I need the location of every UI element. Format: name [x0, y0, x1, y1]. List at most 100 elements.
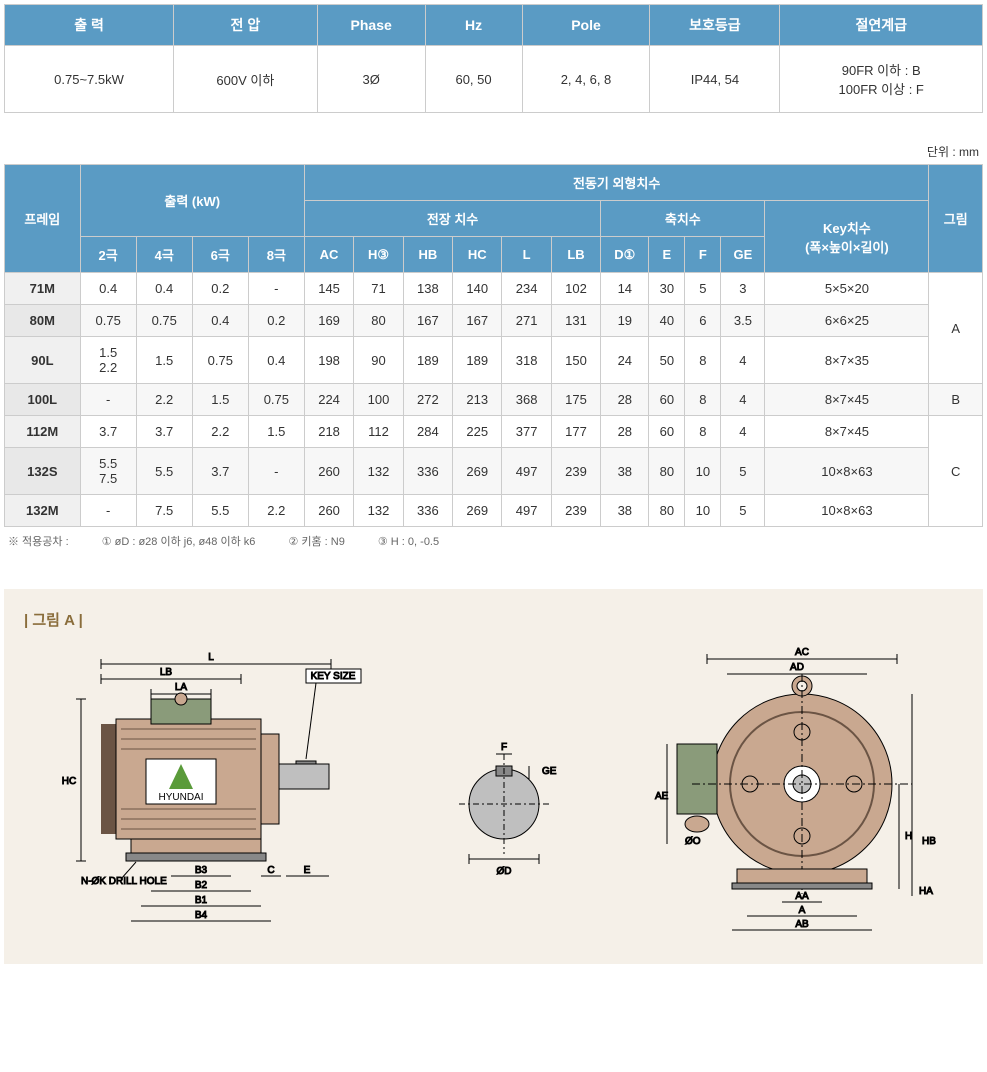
svg-text:N-ØK DRILL HOLE: N-ØK DRILL HOLE [81, 876, 167, 887]
svg-text:C: C [267, 865, 274, 876]
table-cell: 224 [304, 384, 353, 416]
table-cell: 28 [601, 416, 649, 448]
table-cell: 8×7×35 [765, 337, 929, 384]
diagram-section: | 그림 A | L LB LA KEY SIZE [4, 589, 983, 964]
table-cell: 71M [5, 273, 81, 305]
table-cell: 5.5 7.5 [80, 448, 136, 495]
table-cell: 336 [403, 495, 452, 527]
dim-subheader: LB [551, 237, 600, 273]
table-cell: 284 [403, 416, 452, 448]
table-cell: 4 [721, 337, 765, 384]
table-cell: - [80, 384, 136, 416]
dim-subheader: E [649, 237, 685, 273]
figure-cell: A [929, 273, 983, 384]
svg-text:AB: AB [795, 919, 809, 930]
table-cell: 6 [685, 305, 721, 337]
spec-value: IP44, 54 [650, 46, 780, 113]
table-cell: 80M [5, 305, 81, 337]
table-cell: 60 [649, 384, 685, 416]
dim-subheader: 8극 [248, 237, 304, 273]
svg-text:GE: GE [542, 766, 557, 777]
svg-text:HB: HB [922, 836, 936, 847]
table-cell: 8×7×45 [765, 384, 929, 416]
spec-header: 절연계급 [780, 5, 983, 46]
footnote-1: ① øD : ø28 이하 j6, ø48 이하 k6 [102, 536, 256, 548]
table-cell: 0.75 [80, 305, 136, 337]
svg-text:ØO: ØO [685, 836, 701, 847]
table-cell: 138 [403, 273, 452, 305]
spec-value: 0.75~7.5kW [5, 46, 174, 113]
table-cell: 239 [551, 448, 600, 495]
table-cell: 8×7×45 [765, 416, 929, 448]
table-cell: 90L [5, 337, 81, 384]
table-cell: 10 [685, 448, 721, 495]
table-cell: 145 [304, 273, 353, 305]
table-cell: 2.2 [248, 495, 304, 527]
table-cell: 4 [721, 416, 765, 448]
table-cell: 3.7 [136, 416, 192, 448]
table-cell: 5 [721, 448, 765, 495]
table-cell: 377 [502, 416, 551, 448]
table-cell: 6×6×25 [765, 305, 929, 337]
spec-value: 2, 4, 6, 8 [522, 46, 650, 113]
table-cell: 269 [453, 448, 502, 495]
svg-text:LB: LB [159, 667, 172, 678]
table-row: 132M-7.55.52.226013233626949723938801051… [5, 495, 983, 527]
table-cell: 5.5 [136, 448, 192, 495]
col-overall: 전장 치수 [304, 201, 600, 237]
table-cell: 80 [649, 448, 685, 495]
table-cell: 239 [551, 495, 600, 527]
col-key-dims: Key치수 (폭×높이×길이) [765, 201, 929, 273]
table-cell: 19 [601, 305, 649, 337]
spec-header: 출 력 [5, 5, 174, 46]
table-cell: 497 [502, 448, 551, 495]
table-cell: 260 [304, 448, 353, 495]
table-row: 80M0.750.750.40.216980167167271131194063… [5, 305, 983, 337]
table-cell: 234 [502, 273, 551, 305]
table-cell: 60 [649, 416, 685, 448]
svg-text:B3: B3 [194, 865, 207, 876]
dim-subheader: D① [601, 237, 649, 273]
svg-text:AA: AA [795, 891, 809, 902]
motor-side-view: L LB LA KEY SIZE [51, 644, 371, 944]
table-row: 100L-2.21.50.752241002722133681752860848… [5, 384, 983, 416]
spec-value: 90FR 이하 : B 100FR 이상 : F [780, 46, 983, 113]
motor-front-view: AC AD [637, 644, 937, 944]
table-cell: 112 [354, 416, 403, 448]
table-cell: 2.2 [136, 384, 192, 416]
svg-text:B1: B1 [194, 895, 207, 906]
table-cell: 150 [551, 337, 600, 384]
figure-cell: B [929, 384, 983, 416]
table-cell: 368 [502, 384, 551, 416]
table-cell: 0.2 [192, 273, 248, 305]
spec-table: 출 력전 압PhaseHzPole보호등급절연계급 0.75~7.5kW600V… [4, 4, 983, 113]
table-cell: 2.2 [192, 416, 248, 448]
dim-subheader: AC [304, 237, 353, 273]
spec-header: Phase [317, 5, 425, 46]
footnote-3: ③ H : 0, -0.5 [378, 536, 439, 548]
svg-text:AC: AC [795, 647, 809, 658]
table-cell: 3 [721, 273, 765, 305]
svg-text:ØD: ØD [496, 866, 511, 877]
table-cell: 169 [304, 305, 353, 337]
table-cell: 213 [453, 384, 502, 416]
footnote: ※ 적용공차 : ① øD : ø28 이하 j6, ø48 이하 k6 ② 키… [8, 533, 983, 549]
diagram-title: | 그림 A | [24, 609, 963, 630]
col-figure: 그림 [929, 165, 983, 273]
table-cell: 318 [502, 337, 551, 384]
spec-header: 전 압 [174, 5, 318, 46]
dim-subheader: H③ [354, 237, 403, 273]
table-cell: - [248, 448, 304, 495]
table-cell: 14 [601, 273, 649, 305]
svg-text:H: H [905, 831, 912, 842]
table-cell: 10 [685, 495, 721, 527]
table-cell: 5 [685, 273, 721, 305]
table-cell: 100 [354, 384, 403, 416]
svg-text:B2: B2 [194, 880, 207, 891]
table-cell: 132S [5, 448, 81, 495]
table-cell: 1.5 [248, 416, 304, 448]
table-cell: 271 [502, 305, 551, 337]
svg-text:HYUNDAI: HYUNDAI [158, 792, 203, 803]
table-cell: 10×8×63 [765, 448, 929, 495]
spec-value: 60, 50 [425, 46, 522, 113]
